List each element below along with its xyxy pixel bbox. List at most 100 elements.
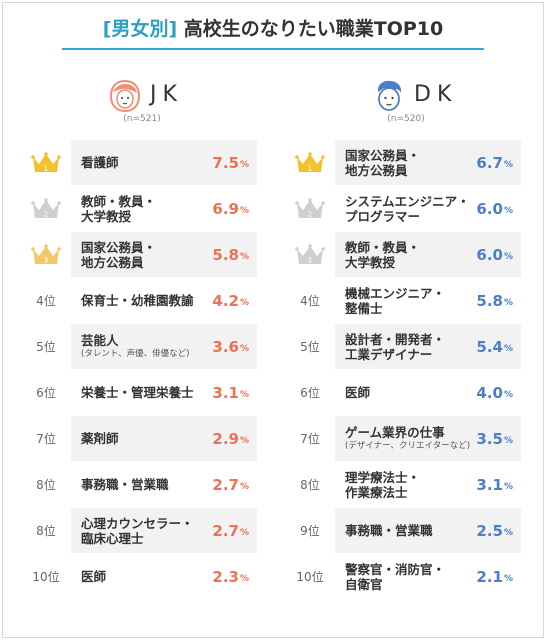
value-number: 3.1 (476, 475, 503, 494)
value-number: 2.7 (212, 475, 239, 494)
job-name: 医師 (81, 554, 216, 599)
rank-row: 4位 機械エンジニア・ 整備士 5.8% (286, 278, 526, 323)
crown-rank-number: 3 (44, 256, 48, 264)
crown-icon: 2 (31, 197, 61, 218)
value-unit: % (503, 205, 513, 216)
job-bar: 教師・教員・ 大学教授 6.9% (71, 186, 257, 231)
job-name-line: 保育士・幼稚園教諭 (81, 293, 194, 308)
job-bar: 教師・教員・ 大学教授 6.0% (335, 232, 521, 277)
job-name-line: 工業デザイナー (345, 346, 433, 362)
rank-row: 2 システムエンジニア・ プログラマー 6.0% (286, 186, 526, 231)
job-name-line: 教師・教員・ (345, 239, 421, 255)
job-bar: 医師 4.0% (335, 370, 521, 415)
rank-cell: 1 (286, 140, 334, 185)
rank-cell: 7位 (286, 416, 334, 461)
value-number: 4.2 (212, 291, 239, 310)
job-name: 医師 (345, 370, 480, 415)
value-unit: % (239, 573, 249, 584)
job-name: 設計者・開発者・ 工業デザイナー (345, 324, 480, 369)
value-label: 5.8% (212, 232, 249, 277)
job-bar: 心理カウンセラー・ 臨床心理士 2.7% (71, 508, 257, 553)
value-unit: % (503, 343, 513, 354)
rank-cell: 6位 (286, 370, 334, 415)
value-number: 3.1 (212, 383, 239, 402)
job-name-line: 看護師 (81, 155, 119, 170)
value-unit: % (239, 297, 249, 308)
job-name-line: プログラマー (345, 208, 421, 224)
rank-cell: 2 (286, 232, 334, 277)
rank-cell: 9位 (286, 508, 334, 553)
value-number: 6.9 (212, 199, 239, 218)
value-label: 3.6% (212, 324, 249, 369)
value-number: 6.7 (476, 153, 503, 172)
rank-row: 2 教師・教員・ 大学教授 6.0% (286, 232, 526, 277)
job-name-line: 薬剤師 (81, 431, 119, 446)
value-label: 7.5% (212, 140, 249, 185)
job-name-line: 設計者・開発者・ (345, 331, 446, 347)
job-name-line: 地方公務員 (345, 162, 408, 178)
job-name-line: 栄養士・管理栄養士 (81, 385, 194, 400)
value-label: 2.7% (212, 462, 249, 507)
job-name: 事務職・営業職 (81, 462, 216, 507)
dk-label: DK (414, 82, 458, 107)
job-name: 警察官・消防官・ 自衛官 (345, 554, 480, 599)
job-name-line: 国家公務員・ (345, 147, 421, 163)
job-bar: 事務職・営業職 2.5% (335, 508, 521, 553)
rank-row: 10位 医師 2.3% (22, 554, 262, 599)
job-name-line: 警察官・消防官・ (345, 561, 446, 577)
job-bar: 保育士・幼稚園教諭 4.2% (71, 278, 257, 323)
rank-cell: 8位 (22, 508, 70, 553)
boy-avatar-icon (377, 80, 402, 111)
value-label: 5.4% (476, 324, 513, 369)
rank-label: 5位 (36, 340, 56, 354)
job-name-line: 機械エンジニア・ (345, 285, 446, 301)
job-bar: 国家公務員・ 地方公務員 5.8% (71, 232, 257, 277)
jk-header: JK (n=521) (22, 78, 262, 124)
crown-icon: 2 (295, 243, 325, 264)
job-name: 国家公務員・ 地方公務員 (345, 140, 480, 185)
crown-icon: 3 (31, 243, 61, 264)
rank-row: 8位 事務職・営業職 2.7% (22, 462, 262, 507)
value-number: 3.6 (212, 337, 239, 356)
job-note: (タレント、声優、俳優など) (81, 349, 190, 359)
rank-label: 5位 (300, 340, 320, 354)
jk-label: JK (150, 82, 183, 107)
rank-label: 7位 (300, 432, 320, 446)
value-unit: % (503, 573, 513, 584)
job-bar: 事務職・営業職 2.7% (71, 462, 257, 507)
dk-header: DK (n=520) (286, 78, 526, 124)
value-unit: % (503, 481, 513, 492)
value-unit: % (503, 389, 513, 400)
title-open-bracket: [ (102, 18, 112, 40)
value-unit: % (239, 251, 249, 262)
value-unit: % (239, 343, 249, 354)
rank-label: 6位 (36, 386, 56, 400)
value-unit: % (239, 205, 249, 216)
title-close-bracket: ] (168, 18, 178, 40)
rank-label: 6位 (300, 386, 320, 400)
rank-row: 1 看護師 7.5% (22, 140, 262, 185)
rank-cell: 4位 (22, 278, 70, 323)
job-name-line: 医師 (345, 385, 371, 400)
crown-rank-number: 2 (308, 256, 312, 264)
job-name: 芸能人 (タレント、声優、俳優など) (81, 324, 216, 369)
value-label: 6.9% (212, 186, 249, 231)
rank-cell: 2 (22, 186, 70, 231)
rank-cell: 4位 (286, 278, 334, 323)
rank-cell: 10位 (22, 554, 70, 599)
job-name-line: 心理カウンセラー・ (81, 515, 194, 531)
rank-row: 9位 事務職・営業職 2.5% (286, 508, 526, 553)
job-note: (デザイナー、クリエイターなど) (345, 441, 471, 451)
job-name: 機械エンジニア・ 整備士 (345, 278, 480, 323)
job-bar: ゲーム業界の仕事 (デザイナー、クリエイターなど) 3.5% (335, 416, 521, 461)
rank-label: 4位 (36, 294, 56, 308)
rank-cell: 10位 (286, 554, 334, 599)
value-label: 3.1% (476, 462, 513, 507)
crown-rank-number: 2 (308, 210, 312, 218)
job-name: システムエンジニア・ プログラマー (345, 186, 480, 231)
job-name-line: 臨床心理士 (81, 530, 144, 546)
value-unit: % (503, 251, 513, 262)
job-name: 看護師 (81, 140, 216, 185)
value-label: 3.5% (476, 416, 513, 461)
